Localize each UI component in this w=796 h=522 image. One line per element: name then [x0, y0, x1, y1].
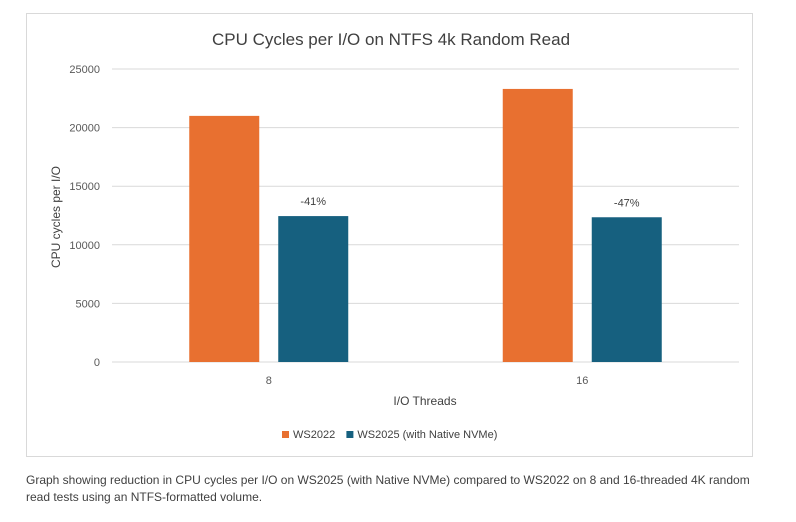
legend-swatch — [282, 431, 289, 438]
reduction-label: -47% — [614, 197, 640, 209]
chart-title: CPU Cycles per I/O on NTFS 4k Random Rea… — [212, 30, 570, 49]
legend-swatch — [346, 431, 354, 438]
chart-container: CPU Cycles per I/O on NTFS 4k Random Rea… — [26, 13, 753, 457]
y-tick-label: 20000 — [69, 123, 100, 135]
x-tick-label: 8 — [266, 375, 272, 387]
y-tick-label: 0 — [94, 357, 100, 369]
reduction-label: -41% — [300, 196, 326, 208]
y-tick-label: 5000 — [76, 298, 100, 310]
y-tick-label: 15000 — [69, 181, 100, 193]
chart-caption: Graph showing reduction in CPU cycles pe… — [26, 473, 750, 504]
legend-label: WS2025 (with Native NVMe) — [357, 429, 497, 441]
legend-label: WS2022 — [293, 429, 335, 441]
bar-ws2022-16 — [502, 88, 573, 362]
x-axis-label: I/O Threads — [393, 394, 456, 408]
y-axis-label: CPU cycles per I/O — [49, 166, 63, 268]
y-tick-label: 10000 — [69, 240, 100, 252]
bar-ws2025-with-native-nvme--16 — [591, 217, 662, 362]
bar-chart: CPU Cycles per I/O on NTFS 4k Random Rea… — [49, 30, 739, 441]
y-tick-label: 25000 — [69, 64, 100, 76]
bar-ws2022-8 — [189, 115, 260, 362]
bar-ws2025-with-native-nvme--8 — [278, 216, 349, 362]
x-tick-label: 16 — [576, 375, 588, 387]
